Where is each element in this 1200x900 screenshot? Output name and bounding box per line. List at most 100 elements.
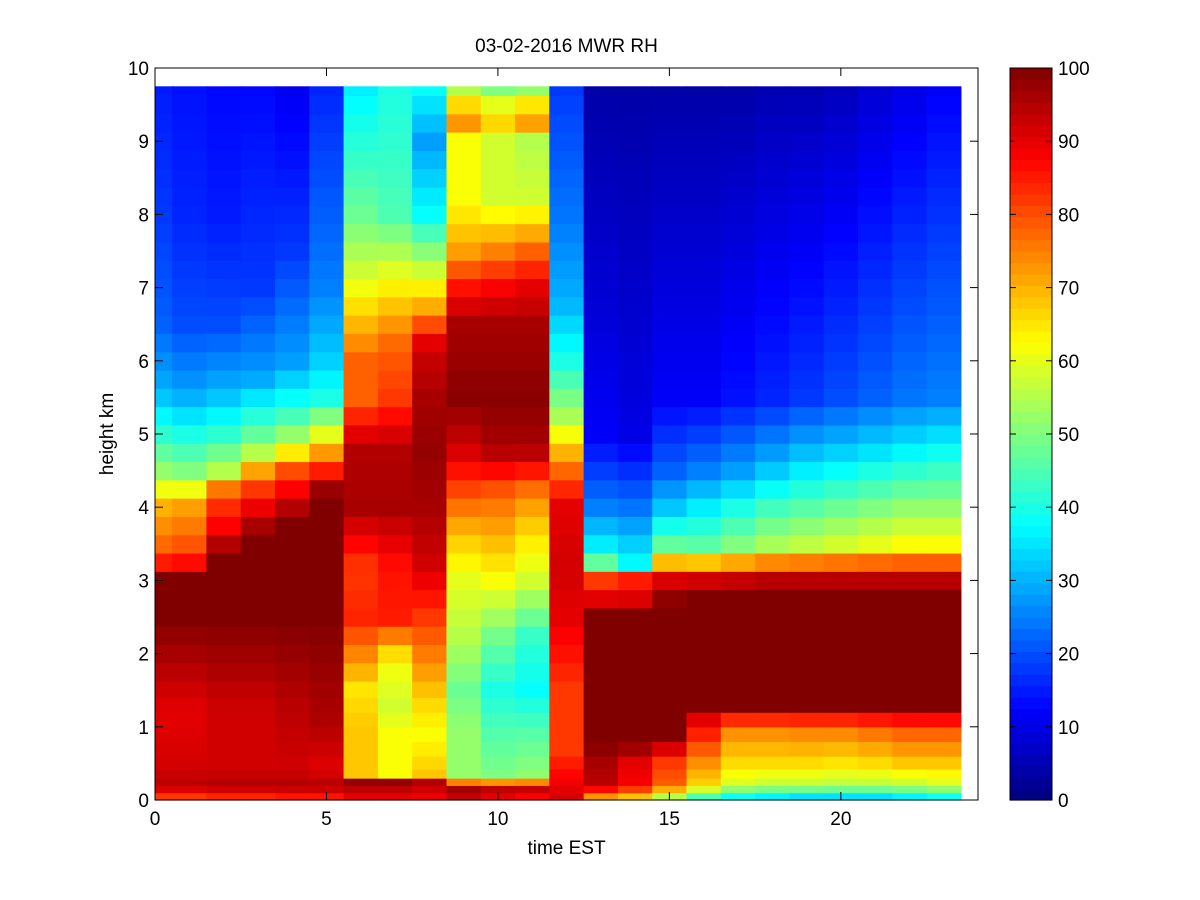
heatmap-cell xyxy=(172,461,208,481)
heatmap-cell xyxy=(275,778,310,786)
colorbar-segment xyxy=(1010,594,1052,607)
heatmap-cell xyxy=(155,697,173,713)
heatmap-cell xyxy=(720,278,756,298)
heatmap-cell xyxy=(155,351,173,371)
heatmap-cell xyxy=(549,461,585,481)
heatmap-cell xyxy=(720,168,756,188)
heatmap-cell xyxy=(857,697,893,713)
heatmap-cell xyxy=(823,589,859,609)
heatmap-cell xyxy=(343,756,379,770)
heatmap-cell xyxy=(823,768,859,779)
heatmap-cell xyxy=(857,534,893,554)
y-axis-label: height km xyxy=(97,393,118,475)
heatmap-cell xyxy=(926,741,962,757)
heatmap-cell xyxy=(412,132,448,151)
heatmap-cell xyxy=(377,571,413,591)
heatmap-cell xyxy=(343,589,379,609)
heatmap-cell xyxy=(823,168,859,188)
heatmap-cell xyxy=(617,132,653,151)
heatmap-cell xyxy=(377,681,413,699)
heatmap-cell xyxy=(720,86,756,97)
heatmap-cell xyxy=(892,86,928,97)
heatmap-cell xyxy=(377,778,413,786)
heatmap-cell xyxy=(892,424,928,444)
heatmap-cell xyxy=(686,768,722,779)
colorbar xyxy=(1010,68,1052,801)
heatmap-cell xyxy=(275,205,310,225)
heatmap-cell xyxy=(926,296,962,316)
colorbar-segment xyxy=(1010,731,1052,744)
heatmap-cell xyxy=(652,756,688,770)
heatmap-cell xyxy=(172,186,208,206)
heatmap-cell xyxy=(172,278,208,298)
heatmap-cell xyxy=(617,516,653,536)
heatmap-cell xyxy=(789,778,825,786)
heatmap-cell xyxy=(343,741,379,757)
y-tick-label: 1 xyxy=(138,718,149,739)
heatmap-cell xyxy=(857,223,893,243)
heatmap-cell xyxy=(823,369,859,389)
heatmap-cell xyxy=(720,260,756,280)
colorbar-segment xyxy=(1010,479,1052,492)
heatmap-cell xyxy=(412,388,448,408)
heatmap-cell xyxy=(240,626,276,646)
heatmap-cell xyxy=(446,681,482,699)
heatmap-cell xyxy=(720,461,756,481)
heatmap-cell xyxy=(652,778,688,786)
heatmap-cell xyxy=(549,756,585,770)
heatmap-cell xyxy=(755,778,790,786)
heatmap-cell xyxy=(686,351,722,371)
heatmap-cell xyxy=(892,768,928,779)
heatmap-cell xyxy=(892,681,928,699)
colorbar-segment xyxy=(1010,536,1052,549)
heatmap-cell xyxy=(892,697,928,713)
heatmap-cell xyxy=(823,626,859,646)
heatmap-cell xyxy=(926,461,962,481)
heatmap-cell xyxy=(206,351,242,371)
heatmap-cell xyxy=(377,461,413,481)
heatmap-cell xyxy=(652,205,688,225)
heatmap-cell xyxy=(926,424,962,444)
heatmap-cell xyxy=(412,681,448,699)
heatmap-cell xyxy=(926,150,962,170)
heatmap-cell xyxy=(789,697,825,713)
heatmap-cell xyxy=(275,768,310,779)
heatmap-cell xyxy=(240,778,276,786)
heatmap-cell xyxy=(480,186,516,206)
heatmap-cell xyxy=(275,461,310,481)
heatmap-cell xyxy=(446,785,482,794)
heatmap-cell xyxy=(857,662,893,682)
heatmap-cell xyxy=(275,223,310,243)
heatmap-cell xyxy=(583,315,619,334)
heatmap-cell xyxy=(206,626,242,646)
heatmap-cell xyxy=(789,95,825,115)
x-tick-label: 0 xyxy=(150,809,161,830)
heatmap-cell xyxy=(480,132,516,151)
heatmap-cell xyxy=(686,168,722,188)
heatmap-cell xyxy=(240,792,276,801)
heatmap-cell xyxy=(789,388,825,408)
heatmap-cell xyxy=(789,607,825,627)
colorbar-tick-label: 50 xyxy=(1058,425,1079,446)
heatmap-cell xyxy=(240,443,276,463)
colorbar-segment xyxy=(1010,411,1052,424)
heatmap-cell xyxy=(377,424,413,444)
heatmap-cell xyxy=(720,785,756,794)
heatmap-cell xyxy=(617,333,653,353)
heatmap-cell xyxy=(515,662,550,682)
heatmap-cell xyxy=(412,113,448,133)
heatmap-cell xyxy=(515,498,550,517)
heatmap-cell xyxy=(549,315,585,334)
heatmap-cell xyxy=(549,296,585,316)
heatmap-cell xyxy=(240,424,276,444)
heatmap-cell xyxy=(617,534,653,554)
heatmap-cell xyxy=(309,260,345,280)
colorbar-segment xyxy=(1010,765,1052,778)
heatmap-cell xyxy=(412,792,448,801)
heatmap-cell xyxy=(686,741,722,757)
heatmap-cell xyxy=(240,712,276,728)
heatmap-cell xyxy=(515,607,550,627)
heatmap-cell xyxy=(155,571,173,591)
heatmap-cell xyxy=(275,241,310,261)
heatmap-cell xyxy=(549,333,585,353)
